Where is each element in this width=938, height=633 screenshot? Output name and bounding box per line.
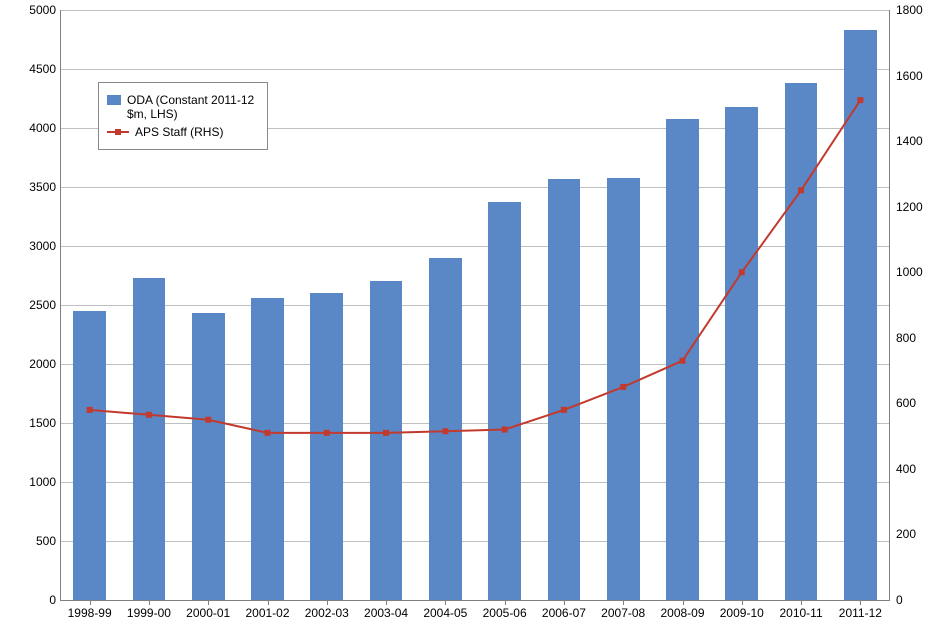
legend-item-line: APS Staff (RHS) bbox=[107, 125, 257, 139]
x-tick bbox=[445, 600, 446, 605]
bar bbox=[844, 30, 877, 600]
x-tick bbox=[208, 600, 209, 605]
x-tick-label: 2002-03 bbox=[305, 606, 349, 620]
y-left-tick-label: 1000 bbox=[8, 475, 56, 489]
legend-swatch-line bbox=[107, 127, 129, 137]
x-tick bbox=[623, 600, 624, 605]
gridline bbox=[60, 246, 890, 247]
x-tick bbox=[386, 600, 387, 605]
bar bbox=[370, 281, 403, 600]
y-left-tick-label: 4500 bbox=[8, 62, 56, 76]
x-tick-label: 2000-01 bbox=[186, 606, 230, 620]
gridline bbox=[60, 541, 890, 542]
bar bbox=[192, 313, 225, 600]
x-tick-label: 2004-05 bbox=[423, 606, 467, 620]
gridline bbox=[60, 187, 890, 188]
x-tick-label: 1999-00 bbox=[127, 606, 171, 620]
gridline bbox=[60, 482, 890, 483]
y-left-tick-label: 0 bbox=[8, 593, 56, 607]
y-right-tick-label: 1200 bbox=[896, 200, 938, 214]
x-tick-label: 2003-04 bbox=[364, 606, 408, 620]
legend-label: ODA (Constant 2011-12 $m, LHS) bbox=[127, 93, 254, 121]
legend-swatch-bar bbox=[107, 95, 121, 105]
dual-axis-chart: 0500100015002000250030003500400045005000… bbox=[0, 0, 938, 633]
x-tick bbox=[149, 600, 150, 605]
x-tick-label: 2011-12 bbox=[839, 606, 882, 620]
y-left-tick-label: 2500 bbox=[8, 298, 56, 312]
x-tick bbox=[90, 600, 91, 605]
bar bbox=[488, 202, 521, 600]
y-left-tick-label: 500 bbox=[8, 534, 56, 548]
legend-label: APS Staff (RHS) bbox=[135, 125, 223, 139]
y-right-tick-label: 1800 bbox=[896, 3, 938, 17]
bar bbox=[73, 311, 106, 600]
x-tick-label: 2007-08 bbox=[601, 606, 645, 620]
x-tick bbox=[860, 600, 861, 605]
bar bbox=[429, 258, 462, 600]
y-left-tick-label: 2000 bbox=[8, 357, 56, 371]
gridline bbox=[60, 69, 890, 70]
gridline bbox=[60, 423, 890, 424]
x-tick bbox=[564, 600, 565, 605]
bar bbox=[785, 83, 818, 600]
x-tick bbox=[327, 600, 328, 605]
bar bbox=[251, 298, 284, 600]
y-right-tick-label: 600 bbox=[896, 396, 938, 410]
gridline bbox=[60, 10, 890, 11]
x-axis-line bbox=[60, 600, 890, 601]
y-right-tick-label: 800 bbox=[896, 331, 938, 345]
x-tick-label: 1998-99 bbox=[68, 606, 112, 620]
bar bbox=[548, 179, 581, 600]
x-tick-label: 2001-02 bbox=[245, 606, 289, 620]
y-right-tick-label: 200 bbox=[896, 527, 938, 541]
bar bbox=[725, 107, 758, 600]
x-tick-label: 2006-07 bbox=[542, 606, 586, 620]
y-right-axis-line bbox=[889, 10, 890, 600]
y-left-tick-label: 5000 bbox=[8, 3, 56, 17]
bar bbox=[133, 278, 166, 600]
y-left-tick-label: 3500 bbox=[8, 180, 56, 194]
y-left-axis-line bbox=[60, 10, 61, 600]
x-tick bbox=[683, 600, 684, 605]
bar bbox=[310, 293, 343, 600]
x-tick bbox=[505, 600, 506, 605]
bar bbox=[666, 119, 699, 600]
legend: ODA (Constant 2011-12 $m, LHS) APS Staff … bbox=[98, 82, 268, 150]
x-tick bbox=[801, 600, 802, 605]
x-tick-label: 2010-11 bbox=[779, 606, 822, 620]
x-tick bbox=[268, 600, 269, 605]
x-tick-label: 2005-06 bbox=[483, 606, 527, 620]
legend-item-bar: ODA (Constant 2011-12 $m, LHS) bbox=[107, 93, 257, 121]
y-left-tick-label: 3000 bbox=[8, 239, 56, 253]
y-left-tick-label: 1500 bbox=[8, 416, 56, 430]
gridline bbox=[60, 305, 890, 306]
y-right-tick-label: 1600 bbox=[896, 69, 938, 83]
x-tick-label: 2009-10 bbox=[720, 606, 764, 620]
gridline bbox=[60, 364, 890, 365]
y-right-tick-label: 1400 bbox=[896, 134, 938, 148]
y-left-tick-label: 4000 bbox=[8, 121, 56, 135]
y-right-tick-label: 0 bbox=[896, 593, 938, 607]
x-tick bbox=[742, 600, 743, 605]
y-right-tick-label: 1000 bbox=[896, 265, 938, 279]
x-tick-label: 2008-09 bbox=[660, 606, 704, 620]
y-right-tick-label: 400 bbox=[896, 462, 938, 476]
bar bbox=[607, 178, 640, 600]
